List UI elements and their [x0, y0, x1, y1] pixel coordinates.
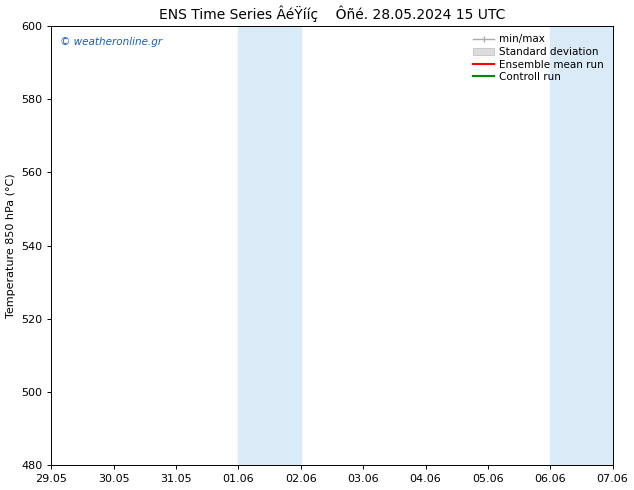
Legend: min/max, Standard deviation, Ensemble mean run, Controll run: min/max, Standard deviation, Ensemble me… — [470, 31, 607, 85]
Text: © weatheronline.gr: © weatheronline.gr — [60, 37, 162, 47]
Bar — [238, 26, 301, 466]
Bar — [550, 26, 612, 466]
Y-axis label: Temperature 850 hPa (°C): Temperature 850 hPa (°C) — [6, 173, 16, 318]
Title: ENS Time Series ÂéŸííç    Ôñé. 28.05.2024 15 UTC: ENS Time Series ÂéŸííç Ôñé. 28.05.2024 1… — [158, 5, 505, 22]
